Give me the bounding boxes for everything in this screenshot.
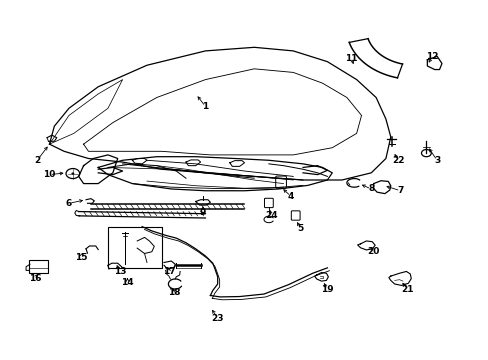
Text: 14: 14 [121, 278, 134, 287]
Text: 24: 24 [264, 211, 277, 220]
Text: 23: 23 [211, 314, 224, 323]
Bar [29, 260, 48, 273]
Text: 11: 11 [345, 54, 357, 63]
Text: 16: 16 [28, 274, 41, 283]
Text: 5: 5 [297, 224, 303, 233]
Text: 10: 10 [43, 170, 56, 179]
Text: 18: 18 [167, 288, 180, 297]
Text: 6: 6 [66, 199, 72, 208]
Text: 19: 19 [321, 285, 333, 294]
Text: 15: 15 [75, 253, 87, 262]
Text: 1: 1 [202, 102, 208, 111]
Text: 4: 4 [287, 192, 293, 201]
Text: 13: 13 [114, 267, 126, 276]
Circle shape [71, 172, 74, 175]
Text: 22: 22 [391, 156, 404, 165]
Bar [108, 226, 161, 268]
Text: 3: 3 [433, 156, 439, 165]
Text: 12: 12 [425, 52, 438, 61]
Text: 20: 20 [367, 247, 379, 256]
Text: 21: 21 [401, 285, 413, 294]
Text: 8: 8 [367, 184, 374, 193]
Text: 2: 2 [34, 156, 41, 165]
Text: 9: 9 [200, 208, 206, 217]
Text: 7: 7 [397, 186, 403, 195]
Text: 17: 17 [163, 267, 175, 276]
